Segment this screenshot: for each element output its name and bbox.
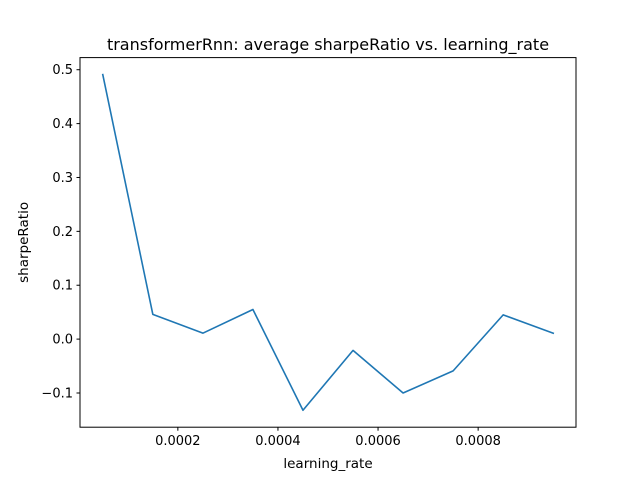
x-axis-label: learning_rate: [283, 456, 372, 472]
x-tick-label: 0.0006: [355, 434, 401, 449]
y-tick-label: 0.4: [52, 117, 73, 132]
y-tick-label: 0.2: [52, 225, 73, 240]
x-tick-label: 0.0002: [155, 434, 201, 449]
y-tick-label: 0.3: [52, 171, 73, 186]
y-tick-label: 0.5: [52, 63, 73, 78]
chart-title: transformerRnn: average sharpeRatio vs. …: [107, 35, 549, 55]
y-axis-label: sharpeRatio: [16, 202, 32, 283]
x-tick-label: 0.0008: [455, 434, 501, 449]
y-tick-label: −0.1: [41, 386, 73, 401]
x-tick-label: 0.0004: [255, 434, 301, 449]
y-tick-label: 0.0: [52, 333, 73, 348]
y-tick-label: 0.1: [52, 279, 73, 294]
